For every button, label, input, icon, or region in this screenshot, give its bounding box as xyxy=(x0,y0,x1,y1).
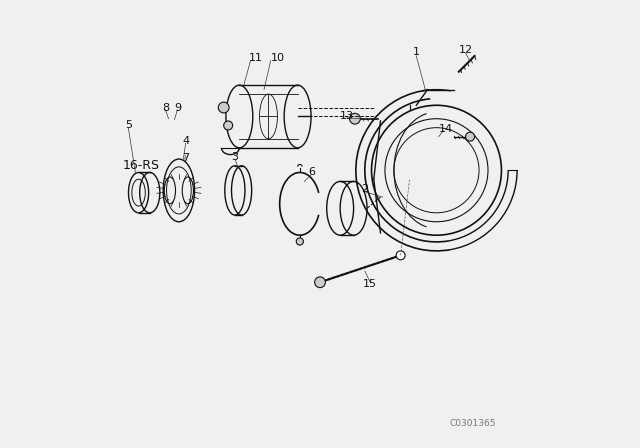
Circle shape xyxy=(218,102,229,113)
Text: 7: 7 xyxy=(182,153,189,163)
Text: 13: 13 xyxy=(340,111,354,121)
Text: 1: 1 xyxy=(413,47,420,56)
Text: 15: 15 xyxy=(363,280,377,289)
Text: 2: 2 xyxy=(361,184,369,194)
Circle shape xyxy=(224,121,233,130)
Circle shape xyxy=(349,113,360,124)
Text: 4: 4 xyxy=(182,136,189,146)
Circle shape xyxy=(315,277,325,288)
Text: 8: 8 xyxy=(162,103,169,112)
Text: 9: 9 xyxy=(174,103,181,112)
Text: 12: 12 xyxy=(458,45,473,55)
Circle shape xyxy=(396,251,405,260)
Text: 10: 10 xyxy=(271,53,284,63)
Text: 5: 5 xyxy=(125,121,132,130)
Circle shape xyxy=(296,238,303,245)
Text: 6: 6 xyxy=(308,168,316,177)
Text: 11: 11 xyxy=(249,53,263,63)
Circle shape xyxy=(465,132,475,141)
Text: 3: 3 xyxy=(232,152,238,162)
Text: 14: 14 xyxy=(439,124,453,134)
Text: 16-RS: 16-RS xyxy=(122,159,159,172)
Text: C0301365: C0301365 xyxy=(449,419,495,428)
